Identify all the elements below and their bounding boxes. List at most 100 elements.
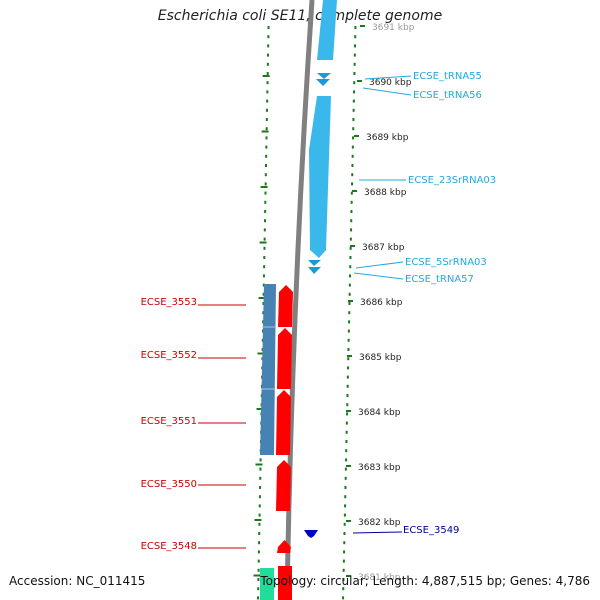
ruler-dot — [350, 200, 353, 204]
ruler-dot — [352, 108, 355, 112]
ruler-major-tick — [254, 519, 262, 521]
label-leader — [352, 531, 403, 534]
ruler-dot — [258, 532, 261, 535]
ruler-dot — [265, 154, 268, 158]
ruler-dot — [350, 210, 353, 213]
ruler-dot — [351, 164, 354, 167]
ruler-dot — [264, 191, 267, 195]
ruler-dot — [349, 274, 352, 278]
ruler-dot — [264, 210, 267, 213]
cds-forward-arrow — [277, 328, 292, 389]
ruler-dot — [354, 44, 357, 48]
ruler-dot — [257, 559, 260, 563]
ruler-dot — [352, 127, 355, 131]
ruler-dot — [266, 62, 269, 66]
ruler-dot — [264, 200, 267, 204]
ruler-dot — [353, 81, 356, 85]
ruler-dot — [350, 228, 353, 232]
cds-forward-arrow — [277, 540, 291, 553]
ruler-dot — [267, 26, 270, 29]
ruler-dot — [353, 90, 356, 94]
ruler-dot — [345, 421, 348, 425]
ruler-label: 3684 kbp — [358, 408, 401, 418]
ruler-dot — [263, 219, 266, 223]
ruler-dot — [347, 348, 350, 351]
ruler-label: 3685 kbp — [359, 353, 402, 363]
ruler-dot — [263, 237, 266, 241]
ruler-dot — [351, 145, 354, 149]
ruler-dot — [352, 118, 355, 121]
ruler-dot — [259, 467, 262, 471]
ruler-major-tick — [260, 186, 268, 188]
ruler-dot — [347, 357, 350, 361]
rna-feature-top — [317, 0, 337, 60]
ruler-dot — [343, 541, 346, 545]
ruler-dot — [342, 578, 345, 581]
cds-3549 — [304, 530, 318, 538]
trna-arrow — [316, 79, 330, 86]
rrna-23s-feature — [309, 96, 331, 258]
ruler-major-tick — [259, 241, 267, 244]
cds-forward-arrow — [276, 390, 291, 455]
ruler-dot — [346, 412, 349, 416]
ruler-dot — [267, 44, 270, 48]
ruler-label-tick — [354, 135, 359, 137]
label-leader — [353, 272, 404, 280]
rna-label: ECSE_23SrRNA03 — [408, 175, 496, 186]
ruler-dot — [345, 440, 348, 443]
ruler-dot — [350, 219, 353, 223]
ruler-dot — [262, 292, 265, 296]
ruler-dot — [344, 467, 347, 471]
ruler-label-tick — [346, 410, 351, 412]
ruler-label: 3686 kbp — [360, 298, 403, 308]
ruler-dot — [345, 430, 348, 434]
ruler-dot — [262, 283, 265, 287]
ruler-label-tick — [348, 300, 353, 302]
feature-labels: ECSE_tRNA55 ECSE_tRNA56 ECSE_23SrRNA03 ECSE… — [141, 71, 497, 552]
ruler-major-tick — [257, 352, 265, 355]
rrna-5s-arrow — [308, 260, 321, 266]
ruler-dot — [266, 99, 269, 103]
ruler-major-tick — [258, 297, 266, 299]
ruler-dot — [348, 302, 351, 305]
ruler-dot — [342, 559, 345, 563]
ruler-dot — [343, 550, 346, 554]
ruler-dot — [351, 154, 354, 158]
ruler-label: 3691 kbp — [372, 23, 415, 33]
ruler-dot — [262, 302, 265, 305]
map-title: Escherichia coli SE11, complete genome — [157, 8, 443, 24]
cds-label: ECSE_3553 — [141, 297, 197, 308]
cds-label: ECSE_3549 — [403, 525, 459, 536]
genome-backbone — [284, 0, 315, 600]
ruler-dot — [349, 265, 352, 269]
ruler-dot — [266, 72, 269, 75]
ruler-dot — [353, 72, 356, 75]
ruler-dot — [262, 274, 265, 278]
ruler-dot — [257, 587, 260, 591]
ruler-dot — [257, 550, 260, 554]
ruler-dot — [266, 90, 269, 94]
ruler-label-tick — [350, 245, 355, 247]
ruler-label-tick — [360, 25, 365, 27]
ruler-label: 3690 kbp — [369, 78, 412, 88]
backbone-line — [284, 0, 315, 600]
ruler-dot — [344, 504, 347, 508]
ruler-dot — [258, 495, 261, 499]
trna-arrow — [308, 267, 321, 274]
ruler-dot — [345, 458, 348, 462]
ruler-dot — [264, 164, 267, 167]
ruler-dot — [265, 136, 268, 140]
cds-forward-bottom — [278, 566, 292, 600]
rna-label: ECSE_tRNA55 — [413, 71, 482, 82]
ruler-label-tick — [347, 355, 352, 357]
ruler-dot — [346, 394, 349, 397]
ruler-label-tick — [346, 465, 351, 467]
ruler-major-tick — [262, 75, 270, 77]
cds-forward-arrow — [278, 285, 293, 327]
label-leader — [362, 87, 412, 96]
ruler-dot — [349, 237, 352, 241]
ruler-dot — [347, 338, 350, 342]
ruler-label-tick — [352, 190, 357, 192]
ruler-dot — [353, 53, 356, 57]
cds-label: ECSE_3552 — [141, 350, 197, 361]
